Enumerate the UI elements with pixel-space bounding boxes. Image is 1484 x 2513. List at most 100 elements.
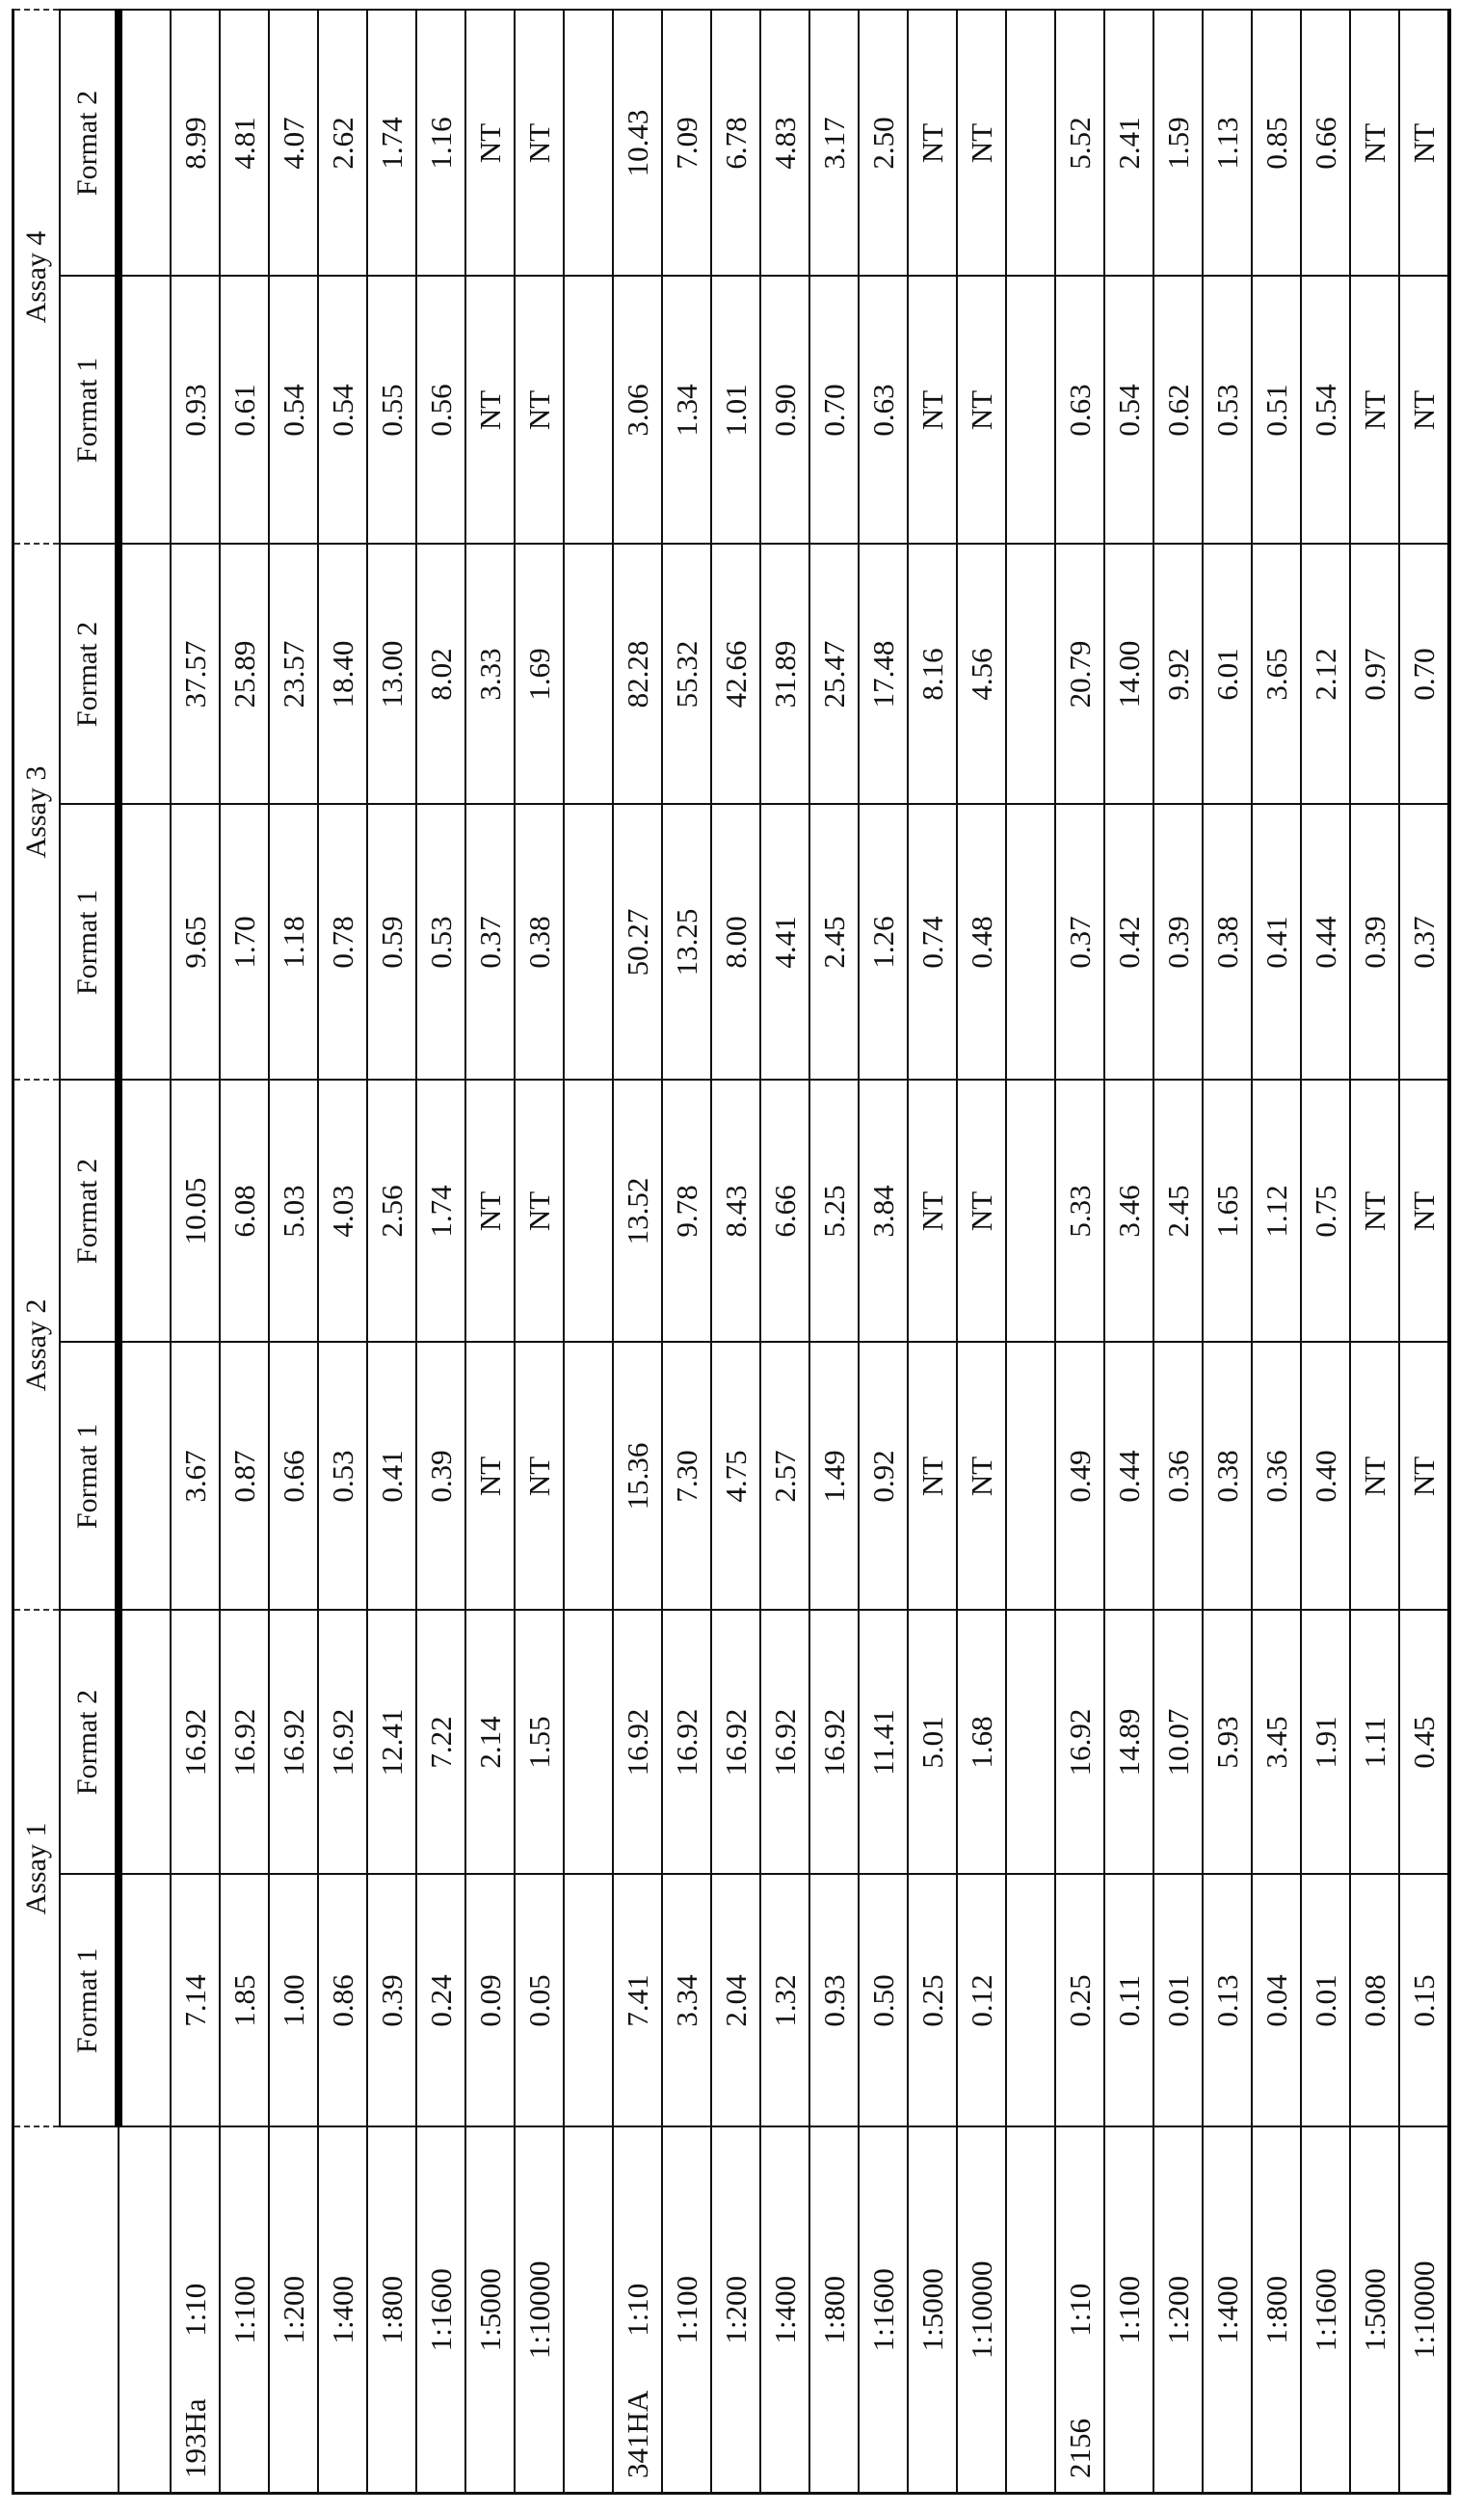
value-cell: 5.52 [1055,11,1104,277]
empty-cell [1006,2127,1055,2494]
value-cell: 1.13 [1203,11,1252,277]
value-cell: 2.12 [1301,545,1350,805]
value-cell: 0.54 [1104,277,1153,545]
dilution-label: 1:10000 [965,2260,998,2359]
value-cell: NT [908,1081,957,1343]
value-cell: 0.37 [1399,805,1449,1081]
value-cell: 0.08 [1350,1875,1399,2127]
dilution-label: 1:200 [1161,2276,1195,2344]
value-cell: NT [1399,1081,1449,1343]
value-cell: 1.59 [1153,11,1203,277]
value-cell: 0.51 [1252,277,1301,545]
value-cell: 7.14 [171,1875,220,2127]
value-cell: 0.13 [1203,1875,1252,2127]
table-row: 21561:100.2516.920.495.330.3720.790.635.… [1055,11,1104,2494]
dilution-label: 1:100 [1112,2276,1146,2344]
value-cell: 0.15 [1399,1875,1449,2127]
dilution-label: 1:800 [1259,2276,1293,2344]
value-cell: 4.83 [760,11,809,277]
value-cell: NT [515,11,564,277]
value-cell: 12.41 [367,1611,416,1875]
value-cell: 9.78 [662,1081,711,1343]
value-cell: 25.89 [220,545,269,805]
dilution-cell: 1:800 [809,2127,859,2494]
value-cell: 0.54 [269,277,318,545]
table-row: 1:50000.081.11NTNT0.390.97NTNT [1350,11,1399,2494]
empty-cell [564,545,613,805]
value-cell: 5.03 [269,1081,318,1343]
dilution-cell: 1:1600 [1301,2127,1350,2494]
blank-row [564,11,613,2494]
value-cell: 1.11 [1350,1611,1399,1875]
value-cell: 3.06 [613,277,662,545]
value-cell: NT [465,1343,515,1611]
empty-cell [1006,11,1055,277]
value-cell: 0.42 [1104,805,1153,1081]
table-row: 1:8000.9316.921.495.252.4525.470.703.17 [809,11,859,2494]
value-cell: 0.36 [1153,1343,1203,1611]
dilution-label: 1:10000 [1407,2260,1441,2359]
value-cell: 0.45 [1399,1611,1449,1875]
value-cell: 1.34 [662,277,711,545]
value-cell: 4.75 [711,1343,760,1611]
value-cell: 4.03 [318,1081,367,1343]
table-row: 341HA1:107.4116.9215.3613.5250.2782.283.… [613,11,662,2494]
empty-cell [1006,545,1055,805]
dilution-cell: 1:200 [1153,2127,1203,2494]
value-cell: 6.08 [220,1081,269,1343]
dilution-cell: 1:10000 [957,2127,1006,2494]
value-cell: 2.57 [760,1343,809,1611]
value-cell: 13.00 [367,545,416,805]
value-cell: 16.92 [662,1611,711,1875]
table-row: 1:1001.8516.920.876.081.7025.890.614.81 [220,11,269,2494]
empty-cell [564,2127,613,2494]
value-cell: 0.24 [416,1875,465,2127]
value-cell: 55.32 [662,545,711,805]
value-cell: 0.41 [1252,805,1301,1081]
empty-cell [119,545,171,805]
value-cell: 7.30 [662,1343,711,1611]
value-cell: 9.65 [171,805,220,1081]
dilution-cell: 1:400 [318,2127,367,2494]
value-cell: 3.17 [809,11,859,277]
value-cell: 3.34 [662,1875,711,2127]
table-row: 1:1003.3416.927.309.7813.2555.321.347.09 [662,11,711,2494]
value-cell: 3.33 [465,545,515,805]
table-row: 1:4000.8616.920.534.030.7818.400.542.62 [318,11,367,2494]
assay-results-table: Assay 1Assay 2Assay 3Assay 4Format 1Form… [12,10,1451,2496]
assay-header: Assay 2 [13,1081,61,1611]
value-cell: NT [908,11,957,277]
table-row: 1:16000.011.910.400.750.442.120.540.66 [1301,11,1350,2494]
dilution-label: 1:1600 [1309,2268,1342,2351]
table-row: 1:100000.150.45NTNT0.370.70NTNT [1399,11,1449,2494]
value-cell: 0.63 [1055,277,1104,545]
value-cell: 0.37 [1055,805,1104,1081]
value-cell: 16.92 [760,1611,809,1875]
value-cell: 23.57 [269,545,318,805]
value-cell: 0.37 [465,805,515,1081]
blank-row [119,11,171,2494]
value-cell: 0.70 [1399,545,1449,805]
value-cell: 2.56 [367,1081,416,1343]
value-cell: 0.38 [1203,805,1252,1081]
value-cell: 1.85 [220,1875,269,2127]
value-cell: 1.91 [1301,1611,1350,1875]
dilution-cell: 341HA1:10 [613,2127,662,2494]
value-cell: 1.01 [711,277,760,545]
table-row: 1:2000.0110.070.362.450.399.920.621.59 [1153,11,1203,2494]
value-cell: 0.36 [1252,1343,1301,1611]
value-cell: 11.41 [859,1611,908,1875]
value-cell: 10.05 [171,1081,220,1343]
value-cell: NT [515,1343,564,1611]
dilution-cell: 1:5000 [1350,2127,1399,2494]
value-cell: 0.92 [859,1343,908,1611]
format-header: Format 2 [60,1081,119,1343]
value-cell: 16.92 [711,1611,760,1875]
assay-header: Assay 3 [13,545,61,1081]
empty-cell [1006,1081,1055,1343]
format-header: Format 1 [60,1343,119,1611]
dilution-label: 1:10 [621,2284,654,2337]
value-cell: 31.89 [760,545,809,805]
value-cell: 8.43 [711,1081,760,1343]
dilution-cell: 1:100 [220,2127,269,2494]
